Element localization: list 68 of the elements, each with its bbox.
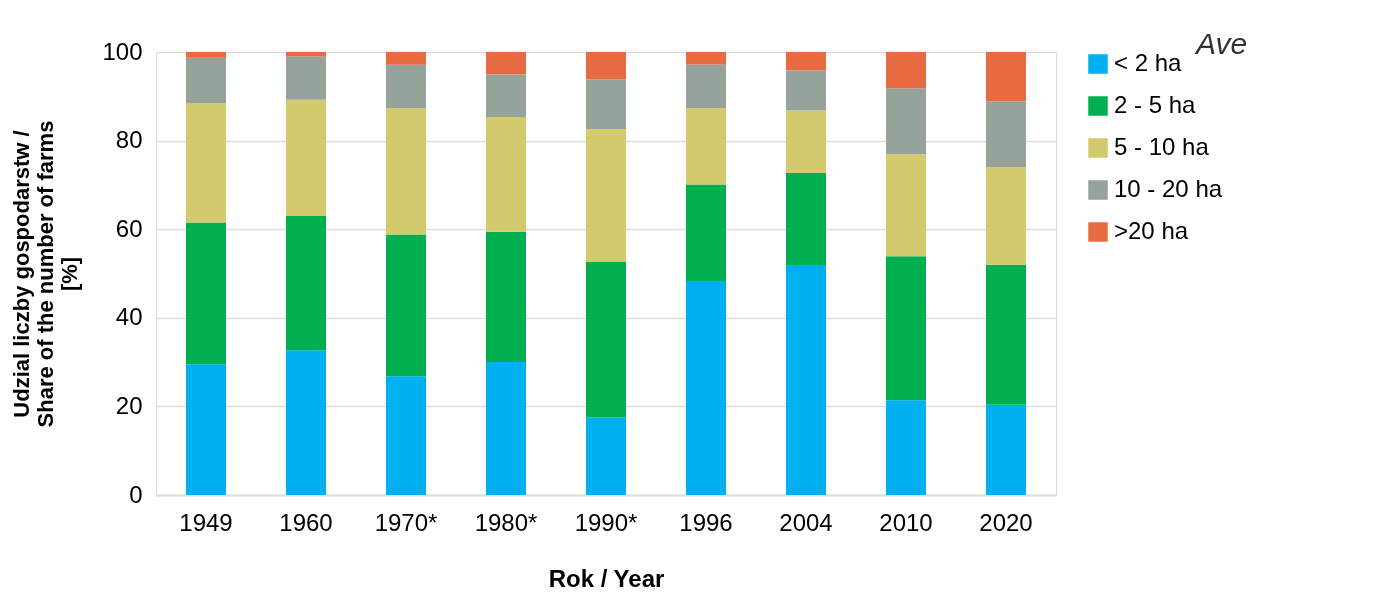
bar <box>186 52 226 58</box>
bar <box>886 256 926 401</box>
bar <box>886 88 926 155</box>
bar <box>186 103 226 223</box>
bar <box>786 52 826 71</box>
bar <box>986 264 1026 405</box>
bar <box>886 52 926 89</box>
bar <box>286 99 326 216</box>
x-axis-title: Rok / Year <box>548 564 665 592</box>
bar <box>686 184 726 282</box>
y-tick-label: 0 <box>129 480 143 508</box>
bar <box>386 108 426 235</box>
bar <box>786 110 826 173</box>
bar <box>786 70 826 111</box>
bar <box>286 350 326 495</box>
bar <box>786 172 826 266</box>
bar <box>886 154 926 257</box>
y-tick-label: 80 <box>115 126 143 154</box>
bar <box>386 234 426 377</box>
bar <box>386 52 426 65</box>
bar <box>286 52 326 57</box>
legend-label: 10 - 20 ha <box>1114 175 1223 202</box>
y-axis-title: Udzial liczby gospodarstw / Share of the number of farms [%] <box>9 120 83 428</box>
bar <box>586 417 626 495</box>
x-tick-label: 1970* <box>374 508 438 536</box>
x-tick-label: 2020 <box>979 508 1033 536</box>
bar <box>586 52 626 80</box>
bar <box>786 265 826 495</box>
x-tick-label: 1960 <box>279 508 333 536</box>
bar <box>486 362 526 495</box>
x-tick-label: 1996 <box>679 508 733 536</box>
legend-label: < 2 ha <box>1114 49 1183 76</box>
bar <box>386 376 426 495</box>
x-tick-label: 2004 <box>779 508 833 536</box>
bar <box>286 215 326 351</box>
bar <box>986 101 1026 168</box>
bar <box>486 231 526 363</box>
x-tick-label: 1980* <box>474 508 538 536</box>
bar <box>486 52 526 75</box>
bar <box>686 281 726 495</box>
bar <box>986 52 1026 102</box>
bar <box>586 79 626 130</box>
y-tick-label: 40 <box>115 303 143 331</box>
x-tick-label: 1949 <box>179 508 233 536</box>
bar <box>186 222 226 365</box>
bar <box>986 167 1026 265</box>
x-tick-label: 2010 <box>879 508 933 536</box>
bar <box>486 117 526 232</box>
bar <box>686 64 726 109</box>
bar <box>686 52 726 65</box>
legend-label: 2 - 5 ha <box>1114 91 1197 118</box>
legend-label: >20 ha <box>1114 217 1189 244</box>
legend-label: 5 - 10 ha <box>1114 133 1210 160</box>
x-tick-label: 1990* <box>574 508 638 536</box>
bar <box>186 364 226 495</box>
bar <box>886 400 926 495</box>
bar <box>386 64 426 109</box>
bar <box>586 129 626 262</box>
bar <box>186 57 226 104</box>
bar <box>286 56 326 100</box>
bar <box>986 404 1026 495</box>
bar <box>586 261 626 418</box>
bar <box>486 74 526 118</box>
y-tick-label: 100 <box>102 37 143 65</box>
y-tick-label: 60 <box>115 214 143 242</box>
bar <box>686 108 726 185</box>
text: Ave <box>1194 27 1248 60</box>
y-tick-label: 20 <box>115 391 143 419</box>
